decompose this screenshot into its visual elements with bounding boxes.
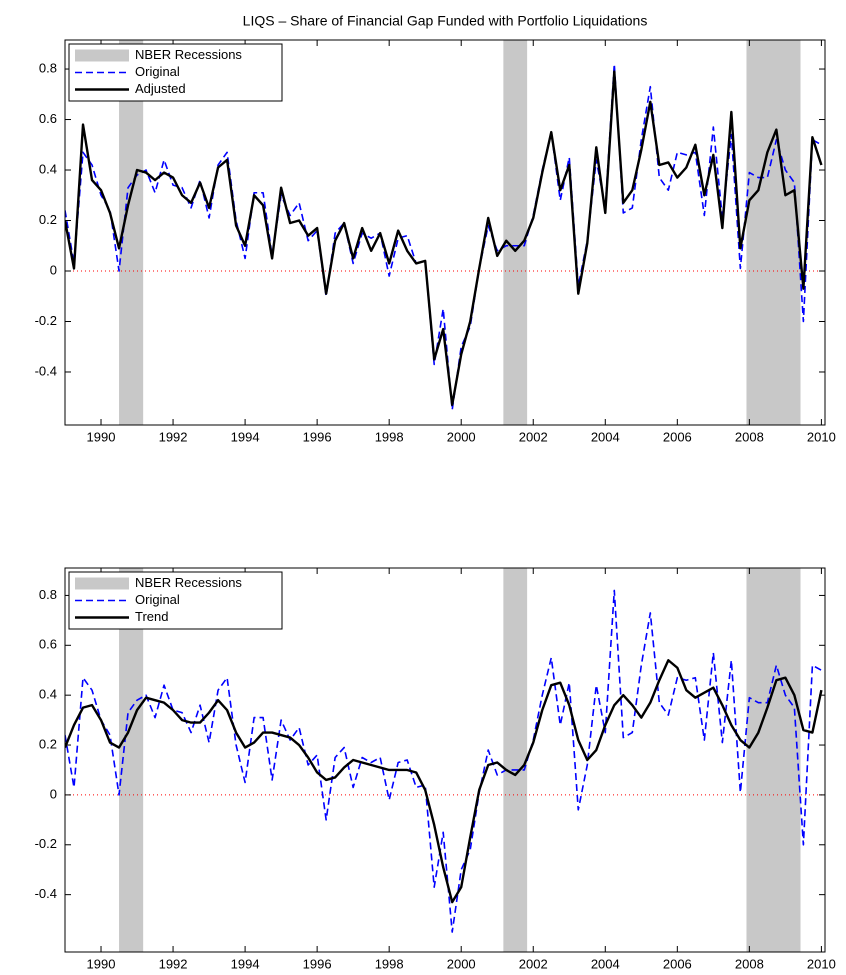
x-tick-label: 1994: [231, 956, 260, 971]
x-tick-label: 2000: [447, 429, 476, 444]
y-tick-label: 0.4: [39, 161, 57, 176]
axes-box: [64, 39, 826, 426]
legend-swatch: [75, 577, 129, 590]
legend-label: NBER Recessions: [135, 47, 242, 62]
y-tick-label: 0: [50, 786, 57, 801]
chart-title: LIQS – Share of Financial Gap Funded wit…: [243, 13, 648, 29]
x-tick-label: 2008: [735, 956, 764, 971]
x-tick-label: 2006: [663, 429, 692, 444]
x-tick-label: 2004: [591, 429, 620, 444]
x-tick-label: 1996: [303, 429, 332, 444]
x-tick-label: 2004: [591, 956, 620, 971]
y-tick-label: -0.4: [35, 363, 57, 378]
series-line: [65, 659, 823, 904]
recession-band: [503, 568, 528, 952]
y-tick-label: -0.2: [35, 836, 57, 851]
y-tick-label: 0.8: [39, 587, 57, 602]
x-tick-label: 1998: [375, 429, 404, 444]
legend-label: Original: [135, 64, 180, 79]
x-tick-label: 2010: [807, 429, 836, 444]
series-line: [65, 589, 822, 933]
recession-band: [503, 40, 528, 425]
legend-swatch: [75, 49, 129, 62]
legend-label: Original: [135, 592, 180, 607]
y-tick-label: 0.6: [39, 637, 57, 652]
y-tick-label: 0.6: [39, 111, 57, 126]
axes-box: [64, 567, 826, 953]
y-tick-label: -0.4: [35, 886, 57, 901]
series-line: [65, 63, 822, 411]
x-tick-label: 1992: [159, 429, 188, 444]
x-tick-label: 1990: [87, 956, 116, 971]
plot-area: [65, 40, 825, 425]
legend-label: Adjusted: [135, 81, 186, 96]
x-tick-label: 2002: [519, 956, 548, 971]
y-tick-label: 0.2: [39, 212, 57, 227]
x-tick-label: 2010: [807, 956, 836, 971]
y-tick-label: 0.4: [39, 687, 57, 702]
y-tick-label: 0: [50, 262, 57, 277]
x-tick-label: 1994: [231, 429, 260, 444]
x-tick-label: 2008: [735, 429, 764, 444]
x-tick-label: 1990: [87, 429, 116, 444]
y-tick-label: -0.2: [35, 313, 57, 328]
recession-band: [746, 40, 801, 425]
x-tick-label: 1998: [375, 956, 404, 971]
x-tick-label: 2002: [519, 429, 548, 444]
x-tick-label: 2006: [663, 956, 692, 971]
y-tick-label: 0.2: [39, 736, 57, 751]
legend-label: NBER Recessions: [135, 575, 242, 590]
x-tick-label: 2000: [447, 956, 476, 971]
recession-band: [746, 568, 801, 952]
plot-area: [65, 568, 825, 952]
series-line: [65, 70, 823, 406]
x-tick-label: 1992: [159, 956, 188, 971]
y-tick-label: 0.8: [39, 60, 57, 75]
x-tick-label: 1996: [303, 956, 332, 971]
legend-label: Trend: [135, 609, 168, 624]
